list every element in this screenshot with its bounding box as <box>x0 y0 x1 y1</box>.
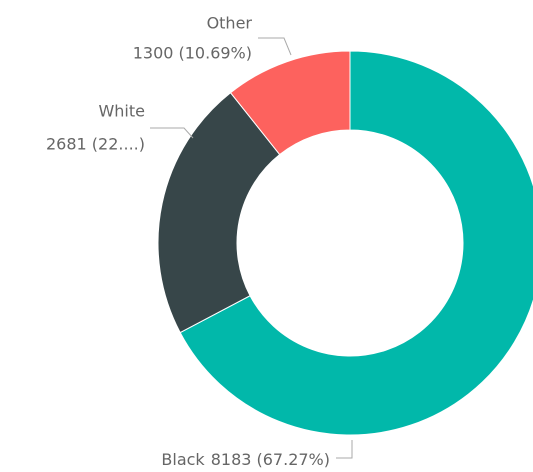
data-label-line: Black 8183 (67.27%) <box>161 450 330 469</box>
leader-line <box>150 127 194 139</box>
donut-slice <box>229 50 351 156</box>
category-label: Other <box>207 14 253 33</box>
leader-line <box>336 440 353 459</box>
data-label: 2681 (22....) <box>46 135 145 154</box>
donut-slice <box>179 50 533 436</box>
data-label: 1300 (10.69%) <box>133 44 252 63</box>
leader-line <box>258 37 292 56</box>
category-label: White <box>98 102 145 121</box>
data-label: 8183 (67.27%) <box>211 450 330 469</box>
slices <box>157 50 533 436</box>
category-label: Black <box>161 450 205 469</box>
donut-slice <box>157 91 281 334</box>
